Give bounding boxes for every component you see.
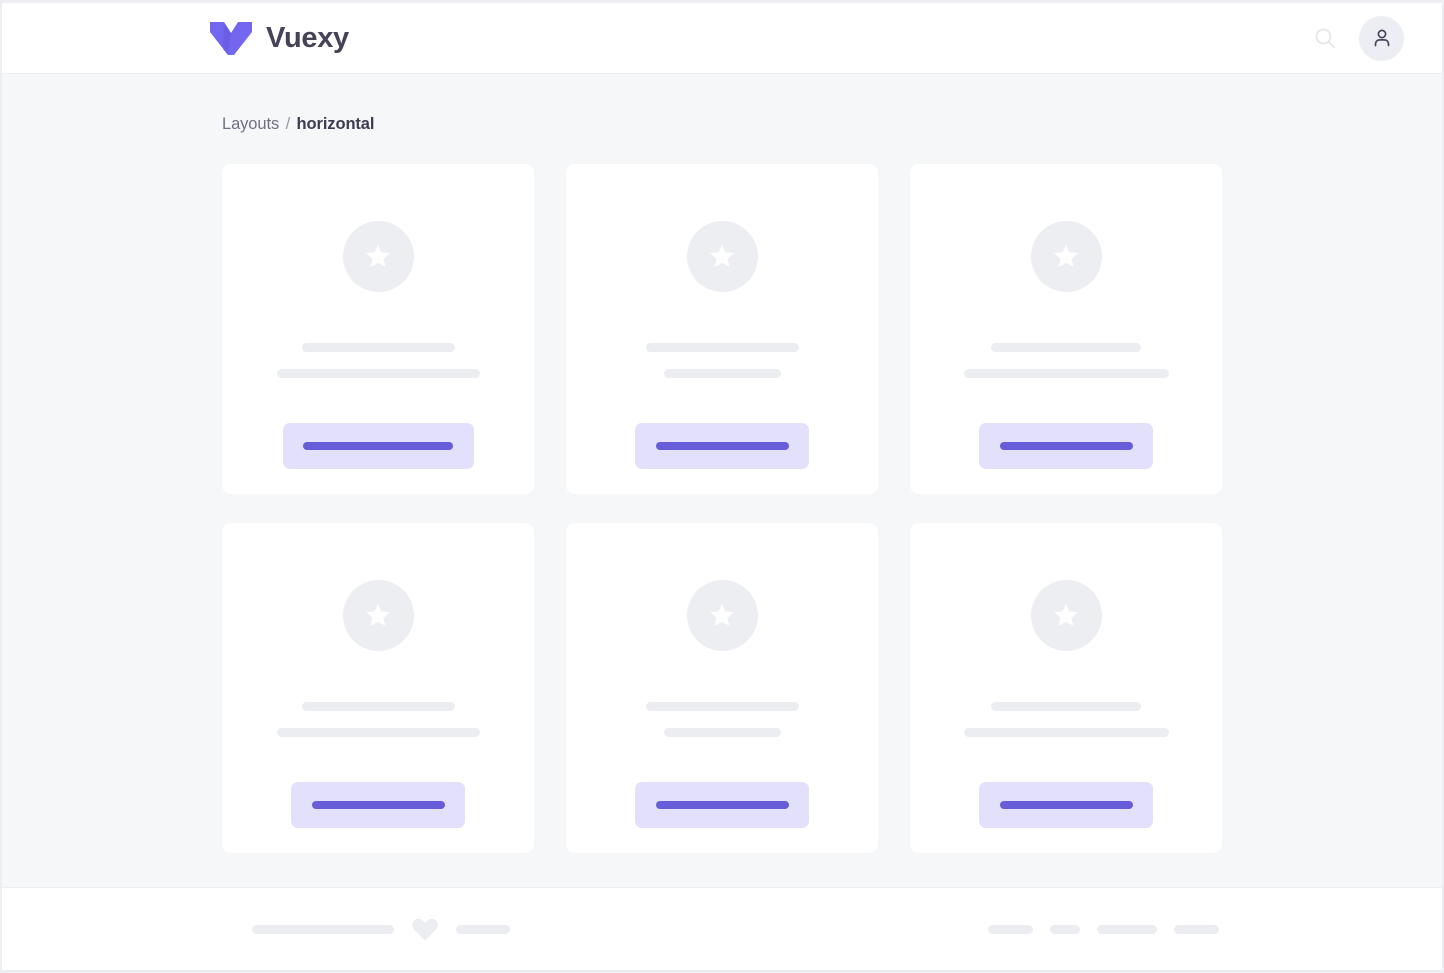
skeleton-card (910, 523, 1222, 853)
skeleton-line-secondary (663, 369, 781, 378)
footer-placeholder-bar (1174, 924, 1219, 934)
skeleton-action-button[interactable] (291, 782, 465, 828)
skeleton-line-primary (991, 702, 1141, 711)
skeleton-line-secondary (276, 728, 480, 737)
skeleton-text-lines (222, 702, 534, 737)
star-icon (342, 580, 414, 651)
footer-placeholder-bar (988, 924, 1033, 934)
footer-left-group (252, 916, 510, 942)
skeleton-text-lines (566, 702, 878, 737)
skeleton-line-primary (645, 702, 799, 711)
skeleton-button-label-bar (999, 801, 1133, 809)
skeleton-card (222, 523, 534, 853)
skeleton-line-primary (645, 343, 799, 352)
heart-icon (411, 916, 439, 942)
skeleton-line-primary (991, 343, 1141, 352)
breadcrumb-separator: / (285, 115, 291, 133)
footer-placeholder-bar (252, 924, 394, 934)
brand-logo-group[interactable]: Vuexy (210, 19, 349, 57)
skeleton-line-secondary (276, 369, 480, 378)
vuexy-chevron-logo-icon (210, 19, 252, 57)
page-content: Layouts / horizontal (2, 74, 1442, 887)
breadcrumb-parent[interactable]: Layouts (222, 115, 280, 133)
brand-name: Vuexy (266, 21, 349, 54)
skeleton-card (566, 164, 878, 494)
footer-placeholder-bar (456, 924, 510, 934)
skeleton-line-secondary (963, 369, 1169, 378)
footer-right-group (988, 924, 1219, 934)
breadcrumb-current: horizontal (296, 115, 375, 133)
search-icon[interactable] (1312, 25, 1338, 51)
skeleton-button-label-bar (303, 442, 453, 450)
skeleton-action-button[interactable] (635, 782, 809, 828)
skeleton-line-secondary (963, 728, 1169, 737)
skeleton-line-primary (301, 702, 455, 711)
page-footer (2, 887, 1442, 970)
skeleton-text-lines (222, 343, 534, 378)
skeleton-text-lines (910, 702, 1222, 737)
skeleton-line-primary (301, 343, 455, 352)
star-icon (686, 580, 758, 651)
skeleton-action-button[interactable] (979, 423, 1153, 469)
star-icon (686, 221, 758, 292)
skeleton-button-label-bar (655, 442, 789, 450)
footer-placeholder-bar (1050, 924, 1080, 934)
star-icon (342, 221, 414, 292)
breadcrumb: Layouts / horizontal (222, 115, 1222, 134)
navbar-actions (1312, 15, 1404, 61)
skeleton-line-secondary (663, 728, 781, 737)
app-window: Vuexy Layouts / horizontal (2, 3, 1442, 970)
footer-placeholder-bar (1097, 924, 1157, 934)
skeleton-button-label-bar (311, 801, 445, 809)
top-navbar: Vuexy (2, 3, 1442, 74)
star-icon (1030, 221, 1102, 292)
skeleton-button-label-bar (999, 442, 1133, 450)
skeleton-action-button[interactable] (635, 423, 809, 469)
skeleton-button-label-bar (655, 801, 789, 809)
star-icon (1030, 580, 1102, 651)
skeleton-card-grid (222, 164, 1222, 853)
skeleton-action-button[interactable] (979, 782, 1153, 828)
skeleton-action-button[interactable] (282, 423, 474, 469)
user-avatar-icon[interactable] (1359, 15, 1404, 61)
skeleton-card (910, 164, 1222, 494)
skeleton-card (566, 523, 878, 853)
skeleton-text-lines (910, 343, 1222, 378)
skeleton-text-lines (566, 343, 878, 378)
skeleton-card (222, 164, 534, 494)
